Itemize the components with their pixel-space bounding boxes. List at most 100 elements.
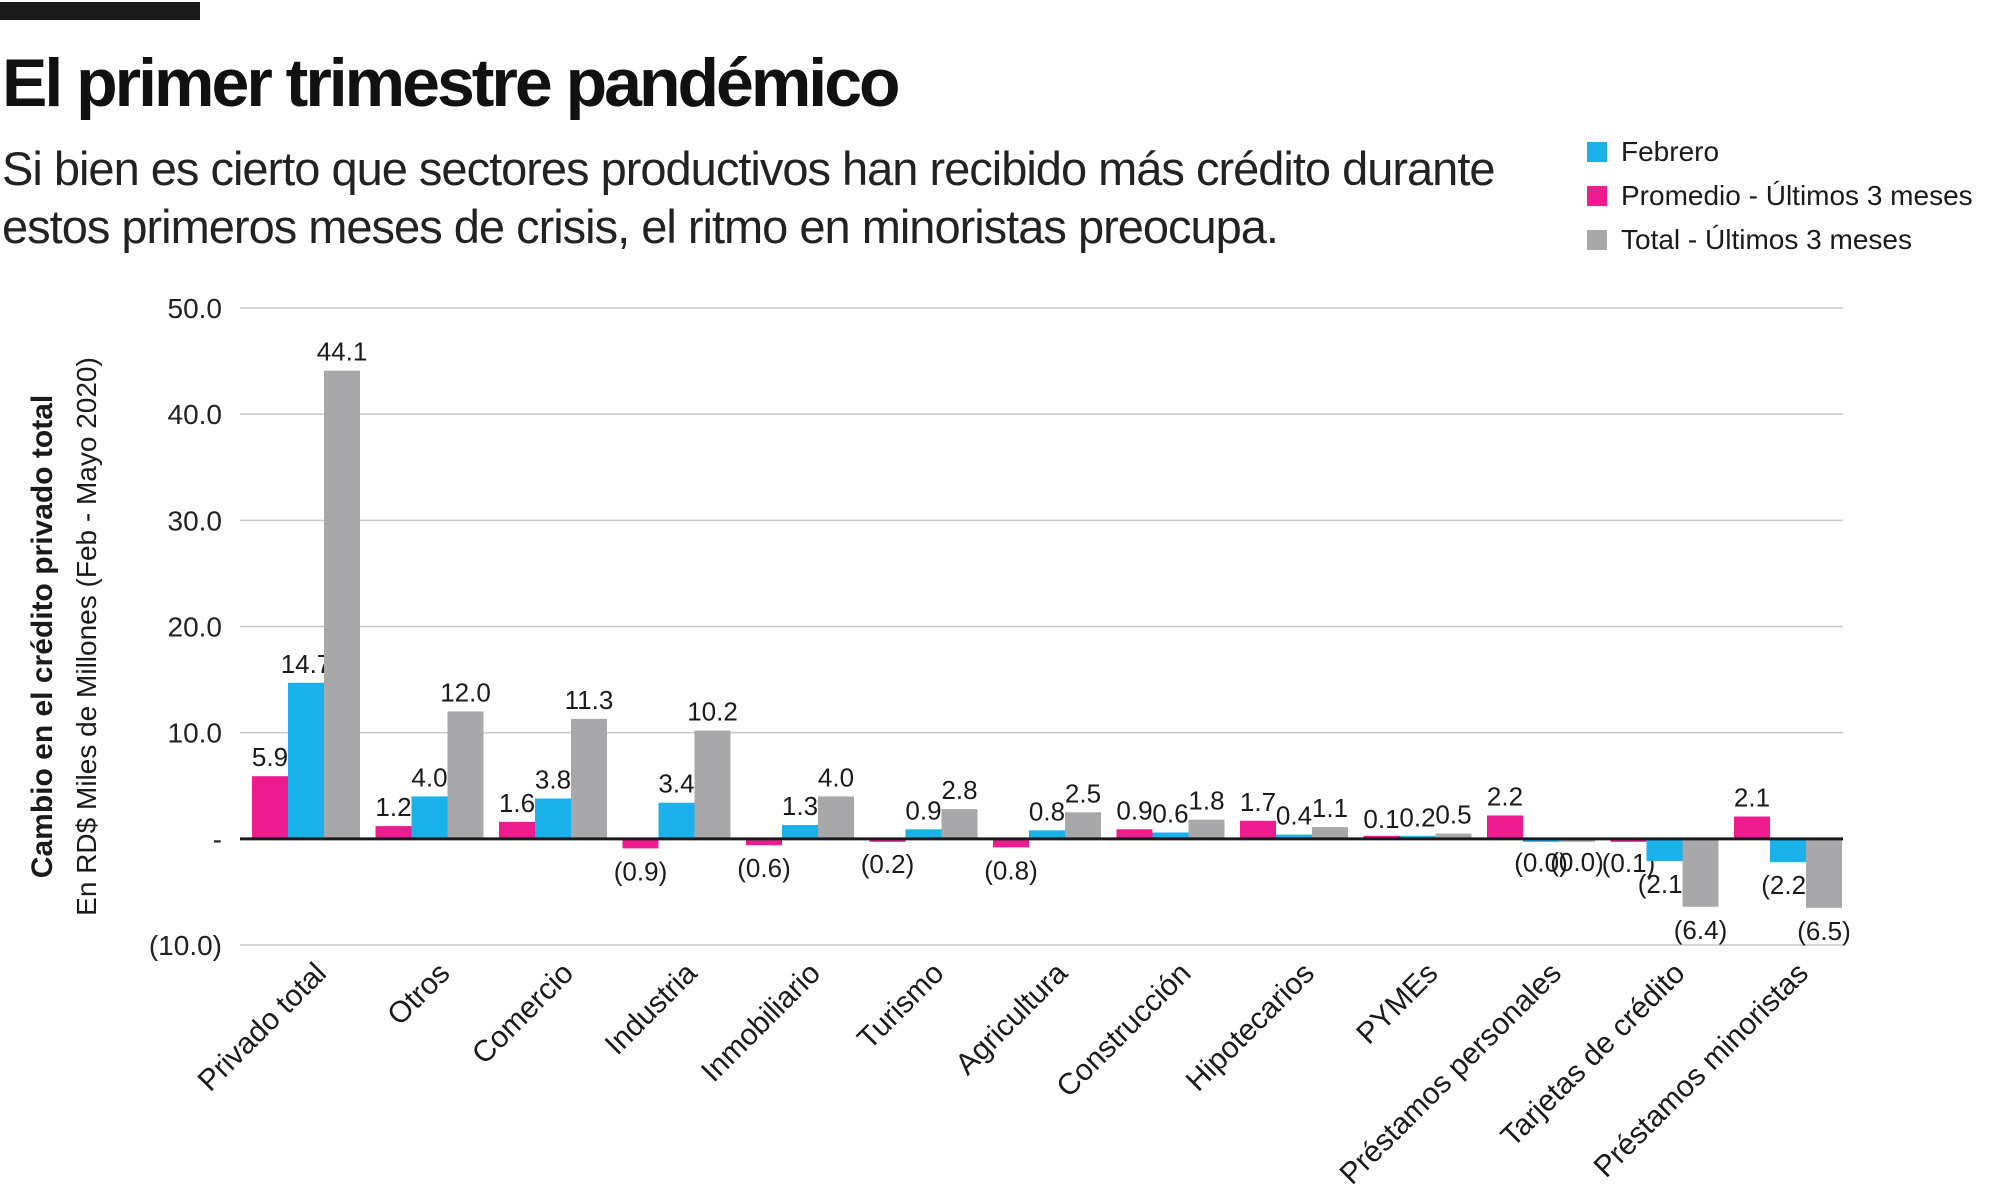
data-label: (0.0) (1550, 847, 1603, 877)
bar (622, 838, 659, 849)
data-label: (0.9) (614, 856, 667, 886)
x-category-label: PYMEs (1350, 957, 1444, 1051)
bar (905, 829, 942, 839)
data-label: 2.5 (1065, 778, 1101, 808)
x-category-label: Industria (599, 956, 704, 1061)
data-label: 5.9 (252, 742, 288, 772)
legend-label-total: Total - Últimos 3 meses (1621, 224, 1912, 255)
data-label: 10.2 (687, 697, 738, 727)
y-tick-label: 40.0 (168, 399, 223, 430)
data-label: (2.2) (1761, 870, 1814, 900)
bar (1487, 815, 1523, 839)
data-label: (6.4) (1674, 915, 1727, 945)
data-label: 2.1 (1734, 783, 1770, 813)
legend-item-promedio: Promedio - Últimos 3 meses (1587, 174, 1973, 218)
legend-swatch-total (1587, 230, 1607, 250)
data-label: 0.2 (1399, 803, 1435, 833)
data-label: 0.6 (1152, 798, 1188, 828)
bar (941, 809, 978, 839)
bar (746, 838, 782, 846)
y-tick-label: 30.0 (168, 505, 223, 536)
data-label: 4.0 (818, 762, 854, 792)
data-label: 0.8 (1029, 796, 1065, 826)
legend-item-total: Total - Últimos 3 meses (1587, 218, 1973, 262)
data-label: 0.9 (905, 795, 941, 825)
bar (1276, 834, 1312, 839)
data-label: 0.5 (1435, 800, 1471, 830)
legend-swatch-febrero (1587, 142, 1607, 162)
data-label: (0.6) (737, 853, 790, 883)
y-tick-label: 50.0 (168, 293, 223, 324)
x-category-label: Otros (381, 957, 456, 1032)
bar (375, 826, 412, 839)
y-tick-label: 20.0 (168, 612, 223, 643)
y-axis-title: Cambio en el crédito privado total (26, 395, 59, 878)
bar (1065, 812, 1101, 839)
legend-label-promedio: Promedio - Últimos 3 meses (1621, 180, 1973, 211)
x-category-label: Comercio (466, 957, 580, 1071)
bar (411, 796, 448, 839)
data-label: 0.9 (1116, 795, 1152, 825)
y-tick-label: - (213, 824, 222, 855)
bar (1188, 819, 1225, 839)
data-label: 11.3 (565, 685, 614, 715)
data-label: 3.8 (535, 764, 571, 794)
bar (1682, 838, 1719, 907)
legend: Febrero Promedio - Últimos 3 meses Total… (1587, 130, 1973, 262)
data-label: 1.2 (375, 792, 411, 822)
x-category-label: Turismo (851, 957, 950, 1056)
bar (447, 711, 484, 839)
x-category-label: Inmobiliario (695, 957, 827, 1089)
x-category-label: Hipotecarios (1180, 957, 1321, 1098)
legend-item-febrero: Febrero (1587, 130, 1973, 174)
bar (252, 776, 288, 839)
bar (1806, 838, 1842, 908)
y-tick-label: (10.0) (149, 930, 222, 961)
top-accent-bar (0, 2, 200, 20)
bar (1312, 827, 1348, 839)
data-label: (0.0) (1514, 847, 1567, 877)
bar (1152, 832, 1189, 839)
bar (818, 796, 854, 839)
data-label: 44.1 (317, 337, 368, 367)
bar (535, 798, 571, 839)
data-label: (6.5) (1797, 916, 1850, 946)
data-label: (2.1) (1638, 869, 1691, 899)
x-category-label: Préstamos personales (1334, 957, 1568, 1191)
chart-title: El primer trimestre pandémico (2, 45, 901, 121)
data-label: 0.4 (1276, 801, 1312, 831)
bar (499, 821, 535, 839)
bar (1770, 838, 1806, 863)
y-tick-label: 10.0 (168, 718, 223, 749)
data-label: (0.1) (1602, 848, 1655, 878)
data-label: 1.6 (499, 788, 535, 818)
legend-label-febrero: Febrero (1621, 136, 1720, 167)
bar (288, 682, 324, 839)
data-label: 1.8 (1188, 786, 1224, 816)
bar (694, 730, 731, 839)
x-category-label: Privado total (192, 957, 333, 1098)
y-axis-subtitle: En RD$ Miles de Millones (Feb - Mayo 202… (71, 357, 102, 916)
data-label: 2.2 (1487, 781, 1523, 811)
bar (324, 370, 360, 839)
data-label: 1.7 (1240, 787, 1276, 817)
bar (571, 718, 607, 839)
data-label: 12.0 (440, 677, 491, 707)
data-label: 2.8 (941, 775, 977, 805)
legend-swatch-promedio (1587, 186, 1607, 206)
bar (1646, 838, 1683, 862)
bar (1240, 820, 1276, 839)
bar (993, 838, 1029, 848)
data-label: 4.0 (411, 762, 447, 792)
bar (1116, 829, 1153, 839)
data-label: 1.1 (1312, 793, 1348, 823)
bar (1029, 830, 1065, 839)
bar (782, 825, 818, 839)
data-label: 3.4 (658, 769, 694, 799)
x-category-label: Préstamos minoristas (1588, 957, 1815, 1184)
data-label: 1.3 (782, 791, 818, 821)
data-label: 14.7 (281, 649, 332, 679)
chart-subtitle: Si bien es cierto que sectores productiv… (2, 142, 1496, 253)
data-label: (0.2) (861, 849, 914, 879)
